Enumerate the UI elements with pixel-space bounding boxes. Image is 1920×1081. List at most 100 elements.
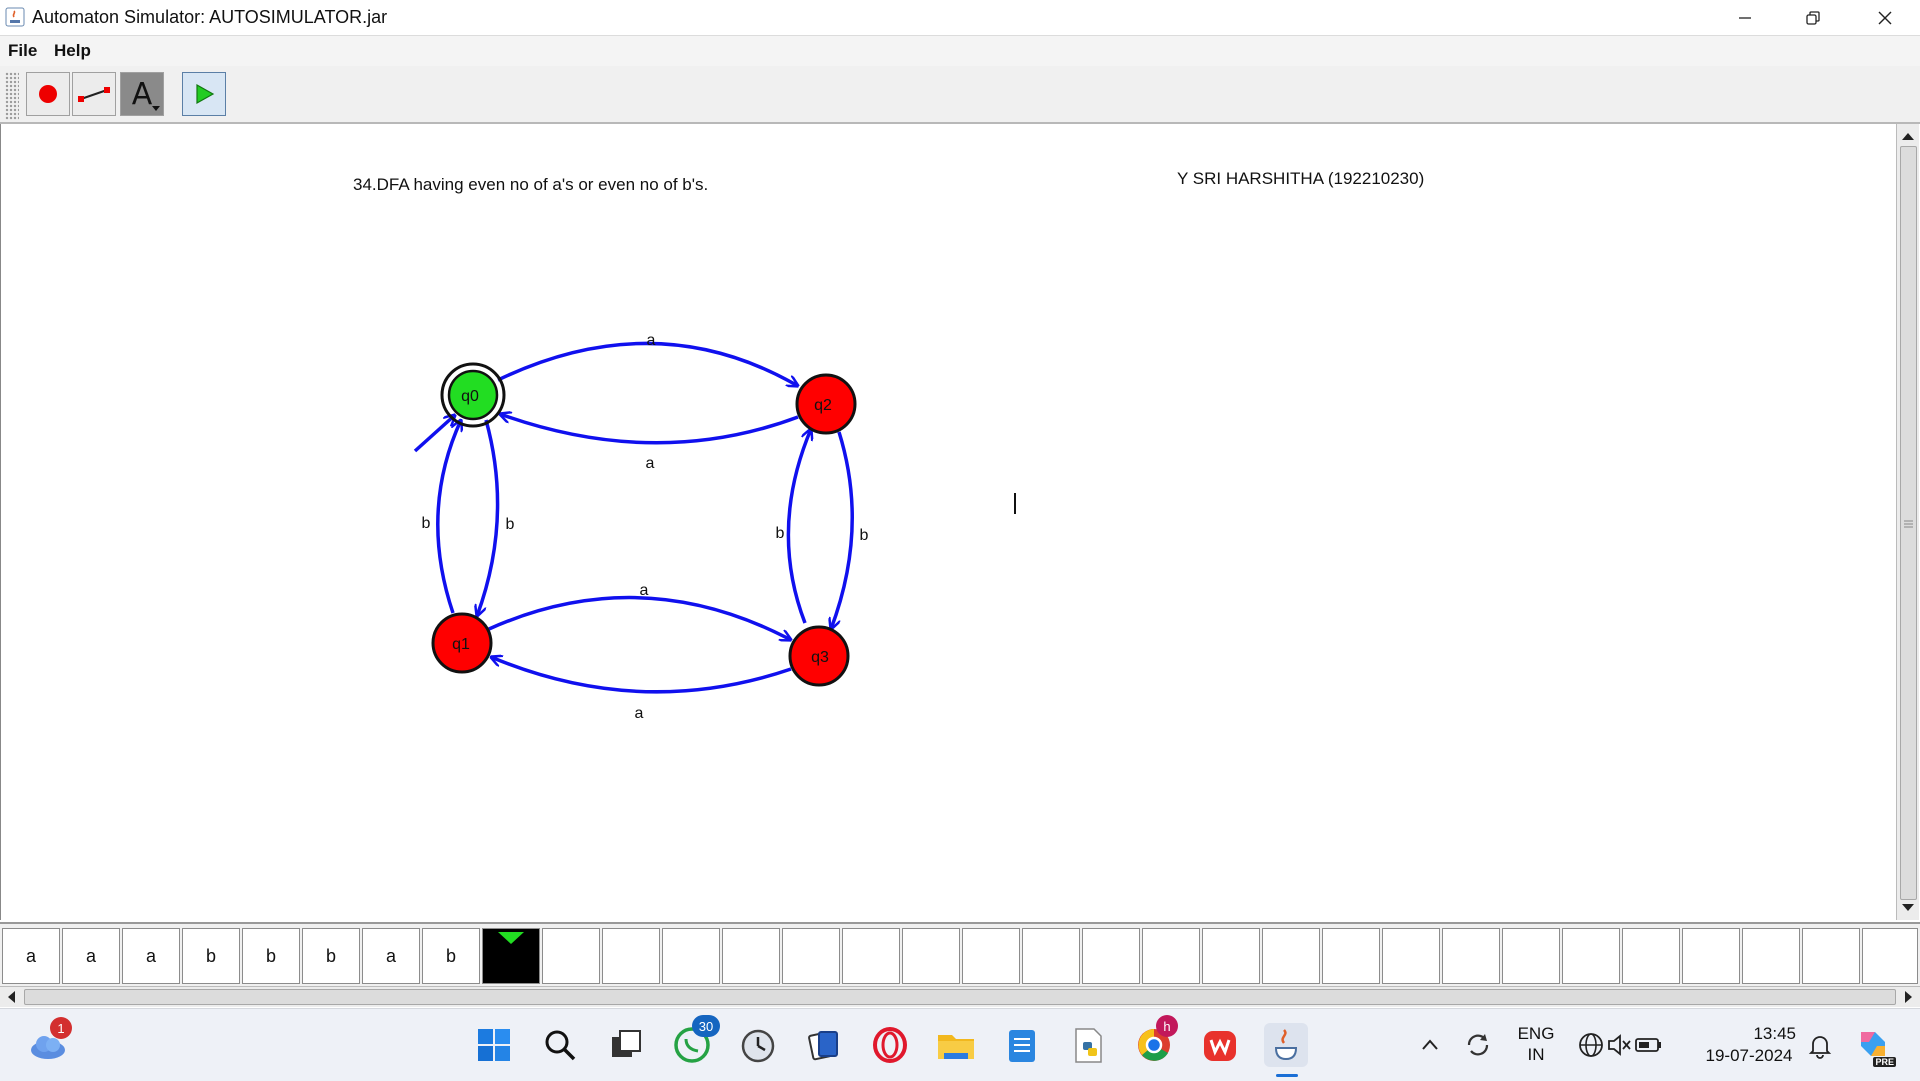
tape-cell[interactable] [1142,928,1200,984]
toolbar-grip[interactable] [5,72,19,120]
tape-head-icon [498,932,524,944]
state-q0-label: q0 [461,388,479,405]
solitaire-button[interactable] [802,1023,846,1067]
notifications-button[interactable] [1798,1023,1842,1067]
wps-office-button[interactable] [1198,1023,1242,1067]
tape-cell[interactable] [1862,928,1918,984]
weather-widget[interactable]: 1 [26,1017,72,1067]
transition-q0-q2[interactable] [497,341,798,386]
tape-cell[interactable]: b [422,928,480,984]
wps-office-icon [1204,1031,1236,1061]
tape-cell[interactable] [1382,928,1440,984]
transition-q1-q0[interactable] [436,420,461,614]
tape-cell[interactable]: a [2,928,60,984]
tape-cell[interactable] [662,928,720,984]
folder-icon [938,1035,974,1059]
tape-cell[interactable] [1502,928,1560,984]
edge-label-q0-q2: a [647,332,656,349]
tape-cell[interactable]: a [362,928,420,984]
transition-q3-q2[interactable] [786,429,811,624]
opera-button[interactable] [868,1023,912,1067]
simulate-button[interactable] [182,72,226,116]
python-file-button[interactable] [1066,1023,1110,1067]
tape-cell[interactable] [902,928,960,984]
tape-cell[interactable] [542,928,600,984]
sync-icon [1467,1034,1489,1056]
transition-q1-q3[interactable] [488,595,791,640]
tape-cell[interactable]: b [302,928,360,984]
transition-tool-button[interactable] [72,72,116,116]
sync-button[interactable] [1456,1023,1500,1067]
horizontal-scroll-thumb[interactable] [24,989,1896,1005]
menu-help[interactable]: Help [54,41,91,60]
region-code: IN [1527,1045,1545,1064]
tape-cell[interactable] [782,928,840,984]
tape-cell[interactable] [1022,928,1080,984]
transition-q3-q1[interactable] [491,657,792,694]
state-q0[interactable]: q0 [440,362,506,428]
minimize-button[interactable] [1710,0,1780,35]
quick-settings-button[interactable] [1570,1023,1670,1067]
notepad-icon [1009,1030,1035,1062]
chevron-up-icon [1422,1039,1438,1050]
notepad-button[interactable] [1000,1023,1044,1067]
network-globe-icon [1579,1033,1603,1057]
restore-button[interactable] [1778,0,1848,35]
scroll-right-icon[interactable] [1898,987,1918,1007]
state-tool-button[interactable] [26,72,70,116]
bell-icon [1808,1036,1832,1059]
tape-cell[interactable] [1442,928,1500,984]
tape-cell[interactable] [722,928,780,984]
author-note[interactable]: Y SRI HARSHITHA (192210230) [1177,169,1425,188]
tape-cell[interactable] [1082,928,1140,984]
tape-cell[interactable]: b [242,928,300,984]
tape-cell[interactable] [1742,928,1800,984]
transition-q2-q3[interactable] [831,431,854,629]
clock[interactable]: 13:45 19-07-2024 [1694,1023,1804,1067]
attribute-editor-tool-button[interactable]: A [120,72,164,116]
scroll-down-icon[interactable] [1897,898,1919,918]
vertical-scroll-thumb[interactable] [1900,146,1917,900]
tape-cell[interactable] [1682,928,1740,984]
tape-cell[interactable] [1802,928,1860,984]
tape-cell[interactable] [1262,928,1320,984]
tape-cell[interactable]: a [122,928,180,984]
menu-file[interactable]: File [8,41,38,60]
transition-q0-q1[interactable] [477,419,500,616]
taskbar: 1 30 [0,1008,1920,1081]
java-app-taskbar-button[interactable] [1264,1023,1308,1077]
title-note[interactable]: 34.DFA having even no of a's or even no … [353,175,709,194]
whatsapp-button[interactable]: 30 [670,1015,720,1067]
scroll-left-icon[interactable] [2,987,22,1007]
tape-cell[interactable] [962,928,1020,984]
tape-cell[interactable] [1622,928,1680,984]
language-indicator[interactable]: ENG IN [1512,1023,1560,1065]
file-explorer-button[interactable] [934,1023,978,1067]
tape-head-cell[interactable] [482,928,540,984]
search-button[interactable] [538,1023,582,1067]
show-hidden-icons-button[interactable] [1408,1023,1452,1067]
tape-cell[interactable] [1202,928,1260,984]
transition-q2-q0[interactable] [500,414,799,445]
tape-cell[interactable] [1562,928,1620,984]
tape-cell[interactable] [602,928,660,984]
copilot-button[interactable]: PRE [1850,1023,1896,1067]
chrome-button[interactable]: h [1132,1015,1178,1067]
edge-label-q0-q1: b [506,516,515,533]
clock-app-button[interactable] [736,1023,780,1067]
automaton-canvas[interactable]: 34.DFA having even no of a's or even no … [0,124,1897,920]
task-view-button[interactable] [604,1023,648,1067]
tape-cell[interactable]: a [62,928,120,984]
tape-cell[interactable]: b [182,928,240,984]
start-button[interactable] [472,1023,516,1067]
java-app-icon [5,7,25,27]
horizontal-scrollbar[interactable] [0,986,1920,1007]
state-q2[interactable]: q2 [795,373,857,435]
scroll-up-icon[interactable] [1897,126,1919,146]
tape-cell[interactable] [842,928,900,984]
state-q1[interactable]: q1 [431,612,493,674]
close-button[interactable] [1850,0,1920,35]
tape-cell[interactable] [1322,928,1380,984]
state-q3[interactable]: q3 [788,625,850,687]
vertical-scrollbar[interactable] [1896,124,1919,920]
